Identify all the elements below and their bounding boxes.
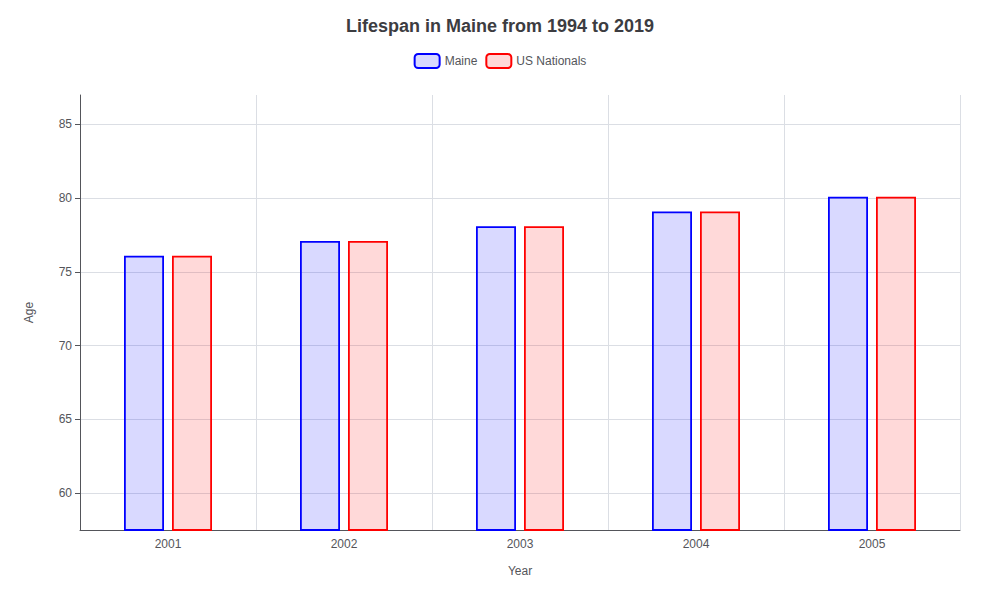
svg-text:80: 80: [59, 191, 73, 205]
svg-text:85: 85: [59, 117, 73, 131]
svg-text:2005: 2005: [859, 537, 886, 551]
svg-text:Lifespan in Maine from 1994 to: Lifespan in Maine from 1994 to 2019: [346, 16, 654, 36]
svg-text:US Nationals: US Nationals: [516, 54, 586, 68]
svg-text:2004: 2004: [683, 537, 710, 551]
svg-text:Year: Year: [508, 564, 532, 578]
svg-text:Age: Age: [22, 302, 36, 324]
svg-text:2002: 2002: [331, 537, 358, 551]
svg-text:70: 70: [59, 339, 73, 353]
svg-text:75: 75: [59, 265, 73, 279]
svg-text:65: 65: [59, 412, 73, 426]
svg-text:2001: 2001: [155, 537, 182, 551]
svg-text:60: 60: [59, 486, 73, 500]
svg-text:2003: 2003: [507, 537, 534, 551]
svg-text:Maine: Maine: [445, 54, 478, 68]
